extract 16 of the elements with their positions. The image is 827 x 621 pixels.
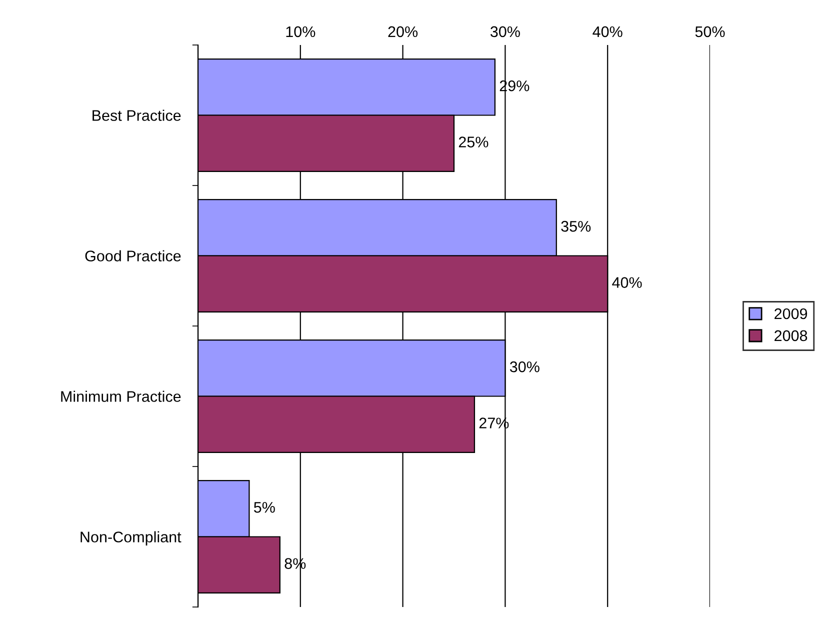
data-label: 30% <box>510 361 540 372</box>
data-label: 5% <box>254 502 275 513</box>
y-tick-label: Best Practice <box>92 110 181 121</box>
legend-label: 2008 <box>774 330 808 342</box>
legend-label: 2009 <box>774 308 808 320</box>
x-tick-label: 20% <box>388 26 418 38</box>
x-tick-label: 40% <box>592 26 622 38</box>
y-tick-label: Good Practice <box>85 250 181 262</box>
data-label: 25% <box>458 136 488 148</box>
data-label: 35% <box>561 220 591 232</box>
y-tick-label: Non-Compliant <box>80 531 182 546</box>
data-label: 40% <box>612 277 642 288</box>
y-tick-label: Minimum Practice <box>61 390 181 402</box>
x-tick-label: 10% <box>286 26 316 38</box>
x-tick-label: 30% <box>490 26 520 38</box>
x-tick-label: 50% <box>695 26 725 38</box>
